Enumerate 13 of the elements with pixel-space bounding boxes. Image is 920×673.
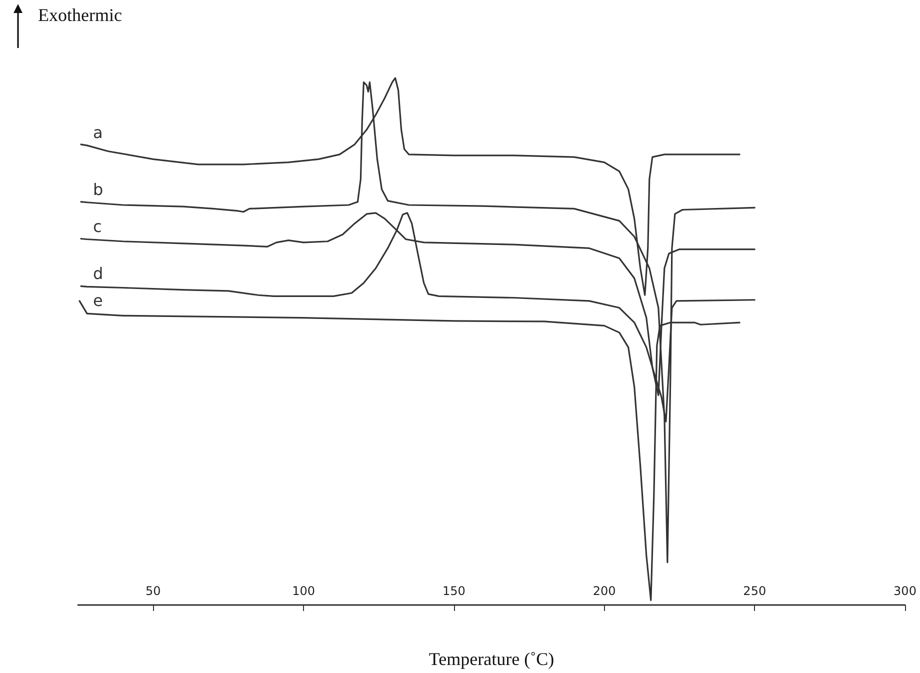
x-tick-label: 250 [743, 584, 766, 598]
series-label: e [93, 291, 103, 310]
x-tick-label: 300 [894, 584, 916, 598]
x-tick-label: 50 [146, 584, 161, 598]
series-label: b [93, 180, 104, 199]
series-label: c [93, 216, 102, 236]
x-axis-title: Temperature (˚C) [428, 649, 554, 669]
x-tick-label: 150 [442, 584, 466, 598]
y-axis-title: Exothermic [38, 5, 122, 25]
series-label: a [93, 122, 103, 142]
x-tick-label: 100 [292, 584, 315, 598]
x-tick-label: 200 [592, 584, 616, 598]
series-label: d [93, 264, 104, 284]
